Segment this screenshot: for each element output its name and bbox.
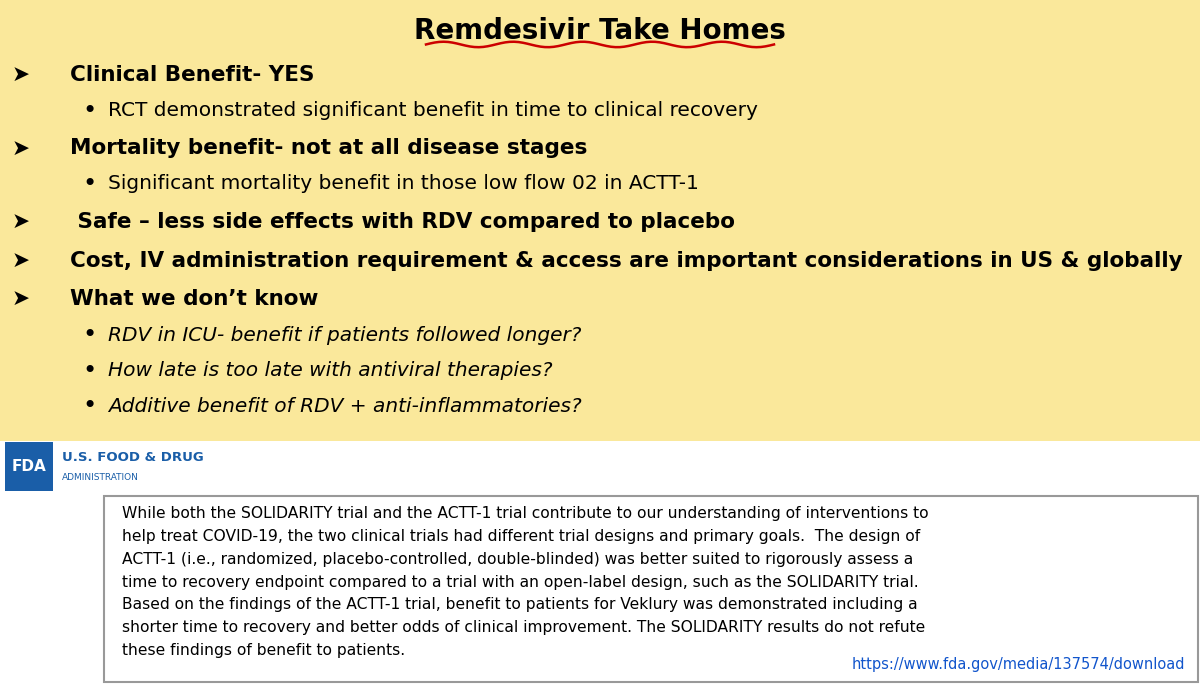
Text: •: •: [83, 358, 97, 383]
Text: Safe – less side effects with RDV compared to placebo: Safe – less side effects with RDV compar…: [70, 212, 734, 233]
Text: RCT demonstrated significant benefit in time to clinical recovery: RCT demonstrated significant benefit in …: [108, 101, 758, 120]
Text: •: •: [83, 98, 97, 123]
Text: Cost, IV administration requirement & access are important considerations in US : Cost, IV administration requirement & ac…: [70, 251, 1182, 272]
Text: https://www.fda.gov/media/137574/download: https://www.fda.gov/media/137574/downloa…: [852, 657, 1186, 672]
Text: What we don’t know: What we don’t know: [70, 289, 318, 309]
Bar: [0, 0, 1200, 441]
Text: Additive benefit of RDV + anti-inflammatories?: Additive benefit of RDV + anti-inflammat…: [108, 397, 582, 416]
Text: Remdesivir Take Homes: Remdesivir Take Homes: [414, 17, 786, 45]
Bar: [5, 442, 53, 491]
Bar: [0, 441, 1200, 684]
Text: How late is too late with antiviral therapies?: How late is too late with antiviral ther…: [108, 361, 552, 380]
Text: RDV in ICU- benefit if patients followed longer?: RDV in ICU- benefit if patients followed…: [108, 326, 581, 345]
Text: Clinical Benefit- YES: Clinical Benefit- YES: [70, 65, 314, 86]
Text: ➤: ➤: [12, 212, 30, 233]
Text: Significant mortality benefit in those low flow 02 in ACTT-1: Significant mortality benefit in those l…: [108, 174, 698, 194]
Text: U.S. FOOD & DRUG: U.S. FOOD & DRUG: [62, 451, 204, 464]
Text: Mortality benefit- not at all disease stages: Mortality benefit- not at all disease st…: [70, 138, 587, 159]
Text: ➤: ➤: [12, 289, 30, 309]
Text: While both the SOLIDARITY trial and the ACTT-1 trial contribute to our understan: While both the SOLIDARITY trial and the …: [122, 506, 929, 658]
Text: ADMINISTRATION: ADMINISTRATION: [62, 473, 139, 482]
Text: ➤: ➤: [12, 138, 30, 159]
Text: •: •: [83, 172, 97, 196]
FancyBboxPatch shape: [104, 496, 1198, 682]
Text: ➤: ➤: [12, 251, 30, 272]
Text: •: •: [83, 323, 97, 347]
Text: FDA: FDA: [12, 459, 46, 474]
Text: •: •: [83, 394, 97, 419]
Text: ➤: ➤: [12, 65, 30, 86]
